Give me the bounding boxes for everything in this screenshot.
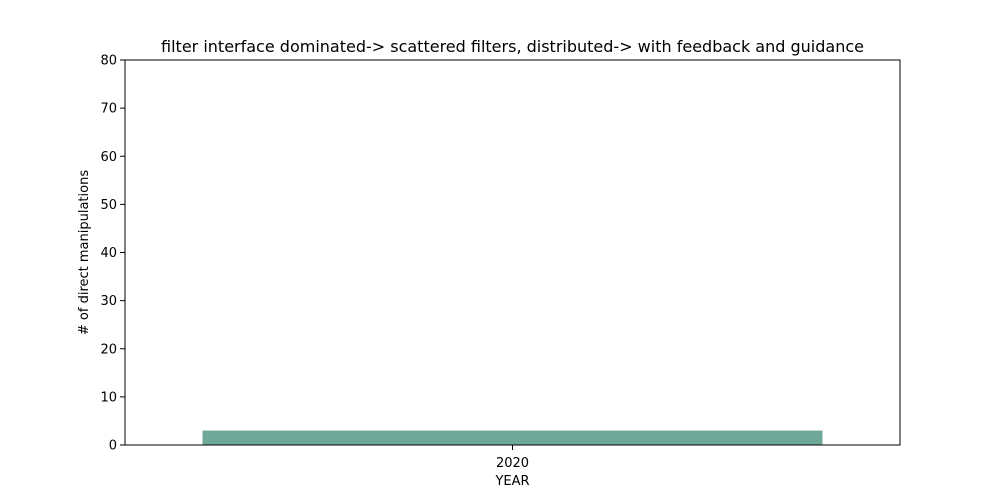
y-tick-label: 70 [100,102,117,117]
chart-title: filter interface dominated-> scattered f… [161,37,864,56]
bars-layer [202,430,823,445]
bar-2020 [202,430,823,445]
y-tick-label: 20 [100,342,117,357]
x-axis: 2020 [496,445,529,471]
y-tick-label: 30 [100,294,117,309]
plot-area [125,60,900,445]
y-tick-label: 0 [109,439,117,454]
x-tick-label: 2020 [496,456,529,471]
y-tick-label: 10 [100,390,117,405]
y-tick-label: 80 [100,54,117,69]
y-tick-label: 50 [100,198,117,213]
y-axis-label: # of direct manipulations [77,170,92,335]
y-tick-label: 40 [100,246,117,261]
x-axis-label: YEAR [494,474,529,489]
y-axis: 0 10 20 30 40 50 60 70 80 [100,54,125,454]
y-tick-label: 60 [100,150,117,165]
